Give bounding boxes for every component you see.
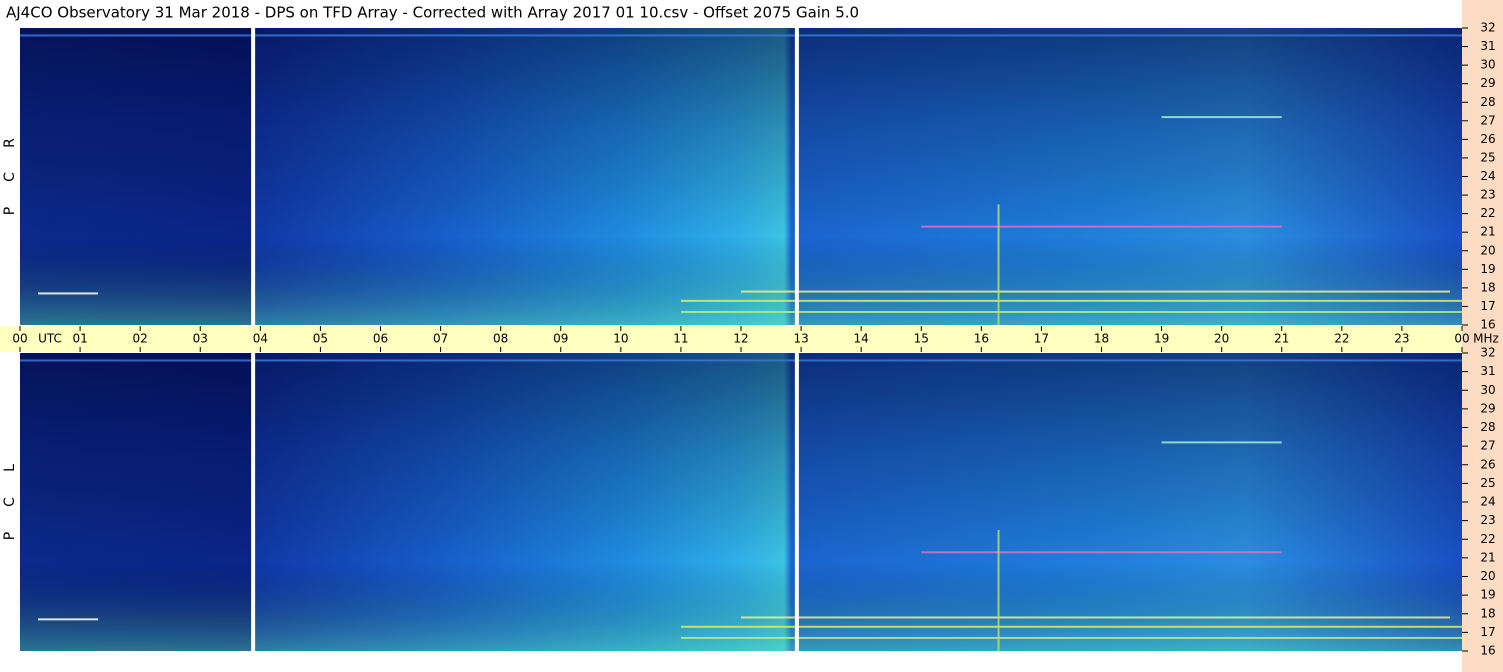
spectrogram-shade xyxy=(20,28,1462,325)
x-tick-label: 20 xyxy=(1214,332,1229,346)
x-tick-label: 07 xyxy=(433,332,448,346)
y-tick-label: 20 xyxy=(1480,569,1495,583)
panel-label: P xyxy=(2,207,18,215)
time-band xyxy=(0,326,1462,352)
x-tick-label: 00 xyxy=(1454,332,1469,346)
x-tick-label: 12 xyxy=(733,332,748,346)
y-tick-label: 18 xyxy=(1480,606,1495,620)
y-tick-label: 16 xyxy=(1480,318,1495,332)
axis-strip xyxy=(1462,0,1503,672)
x-tick-label: 15 xyxy=(914,332,929,346)
y-tick-label: 27 xyxy=(1480,439,1495,453)
x-tick-label: 16 xyxy=(974,332,989,346)
x-tick-label: 02 xyxy=(133,332,148,346)
x-tick-label: 14 xyxy=(854,332,869,346)
y-tick-label: 21 xyxy=(1480,225,1495,239)
panel-label: P xyxy=(2,532,18,540)
y-tick-label: 24 xyxy=(1480,495,1495,509)
x-tick-label: 13 xyxy=(793,332,808,346)
y-tick-label: 25 xyxy=(1480,150,1495,164)
panel-label: C xyxy=(2,497,18,507)
y-tick-label: 18 xyxy=(1480,280,1495,294)
x-tick-label: 22 xyxy=(1334,332,1349,346)
interference-streak xyxy=(38,618,99,621)
x-tick-label: 09 xyxy=(553,332,568,346)
y-tick-label: 31 xyxy=(1480,364,1495,378)
signal-line xyxy=(997,204,1000,325)
interference-streak xyxy=(38,292,99,295)
panel-label: L xyxy=(2,464,18,472)
y-tick-label: 20 xyxy=(1480,243,1495,257)
interference-streak xyxy=(1161,441,1282,444)
x-tick-label: 05 xyxy=(313,332,328,346)
interference-streak xyxy=(20,34,1462,37)
y-tick-label: 21 xyxy=(1480,550,1495,564)
y-tick-label: 17 xyxy=(1480,299,1495,313)
interference-streak xyxy=(680,311,1462,314)
y-tick-label: 32 xyxy=(1480,346,1495,360)
chart-title: AJ4CO Observatory 31 Mar 2018 - DPS on T… xyxy=(6,4,859,22)
x-tick-label: 17 xyxy=(1034,332,1049,346)
x-tick-label: 01 xyxy=(72,332,87,346)
signal-line xyxy=(997,529,1000,651)
interference-streak xyxy=(680,299,1462,302)
x-unit: UTC xyxy=(38,332,62,346)
x-tick-label: 04 xyxy=(253,332,268,346)
x-tick-label: 21 xyxy=(1274,332,1289,346)
x-tick-label: 06 xyxy=(373,332,388,346)
y-tick-label: 32 xyxy=(1480,21,1495,35)
spectrogram-shade xyxy=(20,353,1462,651)
y-tick-label: 30 xyxy=(1480,383,1495,397)
y-tick-label: 19 xyxy=(1480,588,1495,602)
y-tick-label: 30 xyxy=(1480,58,1495,72)
y-tick-label: 17 xyxy=(1480,625,1495,639)
interference-streak xyxy=(741,616,1450,619)
y-tick-label: 29 xyxy=(1480,401,1495,415)
y-tick-label: 23 xyxy=(1480,513,1495,527)
y-tick-label: 26 xyxy=(1480,132,1495,146)
panel-label: R xyxy=(2,138,18,148)
data-gap xyxy=(251,353,256,651)
y-tick-label: 29 xyxy=(1480,76,1495,90)
interference-streak xyxy=(20,359,1462,362)
y-tick-label: 16 xyxy=(1480,644,1495,658)
x-tick-label: 10 xyxy=(613,332,628,346)
interference-streak xyxy=(921,225,1282,228)
y-tick-label: 26 xyxy=(1480,457,1495,471)
interference-streak xyxy=(1161,116,1282,119)
interference-streak xyxy=(741,290,1450,293)
interference-streak xyxy=(680,625,1462,628)
x-tick-label: 11 xyxy=(673,332,688,346)
y-tick-label: 28 xyxy=(1480,95,1495,109)
y-tick-label: 22 xyxy=(1480,206,1495,220)
y-tick-label: 28 xyxy=(1480,420,1495,434)
x-tick-label: 00 xyxy=(12,332,27,346)
interference-streak xyxy=(680,636,1462,639)
y-tick-label: 23 xyxy=(1480,188,1495,202)
data-gap xyxy=(794,353,799,651)
data-gap xyxy=(794,28,799,325)
y-tick-label: 24 xyxy=(1480,169,1495,183)
interference-streak xyxy=(921,551,1282,554)
y-tick-label: 25 xyxy=(1480,476,1495,490)
y-tick-label: 27 xyxy=(1480,113,1495,127)
x-tick-label: 23 xyxy=(1394,332,1409,346)
data-gap xyxy=(251,28,256,325)
y-tick-label: 19 xyxy=(1480,262,1495,276)
y-tick-label: 22 xyxy=(1480,532,1495,546)
x-tick-label: 08 xyxy=(493,332,508,346)
x-tick-label: 19 xyxy=(1154,332,1169,346)
x-tick-label: 03 xyxy=(193,332,208,346)
panel-label: C xyxy=(2,172,18,182)
y-unit: MHz xyxy=(1473,332,1499,346)
x-tick-label: 18 xyxy=(1094,332,1109,346)
y-tick-label: 31 xyxy=(1480,39,1495,53)
